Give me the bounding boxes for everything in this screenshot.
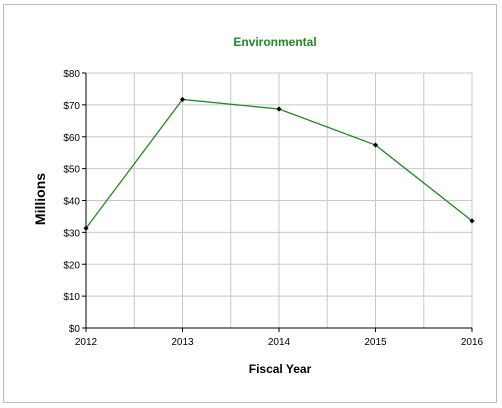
chart-frame (3, 4, 497, 403)
data-point (179, 96, 186, 103)
data-point (372, 142, 379, 148)
y-tick-label: $10 (63, 292, 80, 303)
y-tick-label: $60 (63, 133, 80, 144)
y-axis-title: Millions (32, 173, 48, 225)
y-tick-label: $50 (63, 165, 80, 176)
y-tick-label: $40 (63, 197, 80, 208)
axes (82, 72, 473, 332)
x-tick-label: 2015 (364, 337, 387, 348)
chart-title: Environmental (233, 35, 316, 49)
y-tick-label: $30 (63, 228, 80, 239)
x-tick-labels: 2012 2013 2014 2015 2016 (75, 337, 484, 348)
y-tick-label: $70 (63, 101, 80, 112)
y-tick-label: $80 (63, 69, 80, 80)
x-tick-label: 2014 (268, 337, 291, 348)
y-tick-label: $20 (63, 260, 80, 271)
data-point (83, 225, 89, 231)
x-tick-label: 2012 (75, 337, 98, 348)
x-axis-title: Fiscal Year (249, 362, 312, 376)
y-tick-labels: $0 $10 $20 $30 $40 $50 $60 $70 $80 (63, 69, 80, 335)
data-point (276, 106, 282, 112)
x-tick-label: 2013 (171, 337, 194, 348)
y-tick-label: $0 (69, 324, 81, 335)
grid-lines (86, 72, 473, 328)
data-point (469, 218, 475, 224)
series (83, 96, 475, 231)
x-tick-label: 2016 (461, 337, 484, 348)
